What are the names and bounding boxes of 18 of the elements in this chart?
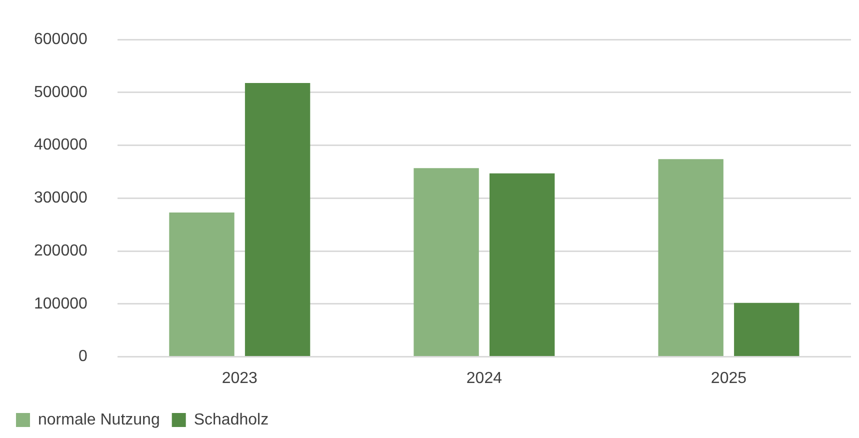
- y-tick-label: 600000: [34, 31, 88, 48]
- legend-label: Schadholz: [194, 411, 269, 428]
- x-tick-label: 2024: [466, 370, 502, 387]
- bar: [414, 168, 479, 356]
- bar: [244, 82, 310, 356]
- bar: [490, 173, 555, 356]
- x-tick-label: 2023: [222, 370, 258, 387]
- y-tick-label: 0: [78, 348, 88, 366]
- legend-label: normale Nutzung: [38, 411, 160, 428]
- y-tick-label: 100000: [34, 295, 88, 312]
- bar: [734, 302, 800, 356]
- y-tick-label: 500000: [34, 84, 88, 101]
- bar: [169, 212, 234, 356]
- y-tick-label: 300000: [34, 190, 88, 207]
- y-tick-label: 200000: [34, 242, 88, 260]
- x-tick-label: 2025: [710, 370, 747, 387]
- y-tick-label: 400000: [34, 136, 88, 154]
- bar: [658, 159, 724, 356]
